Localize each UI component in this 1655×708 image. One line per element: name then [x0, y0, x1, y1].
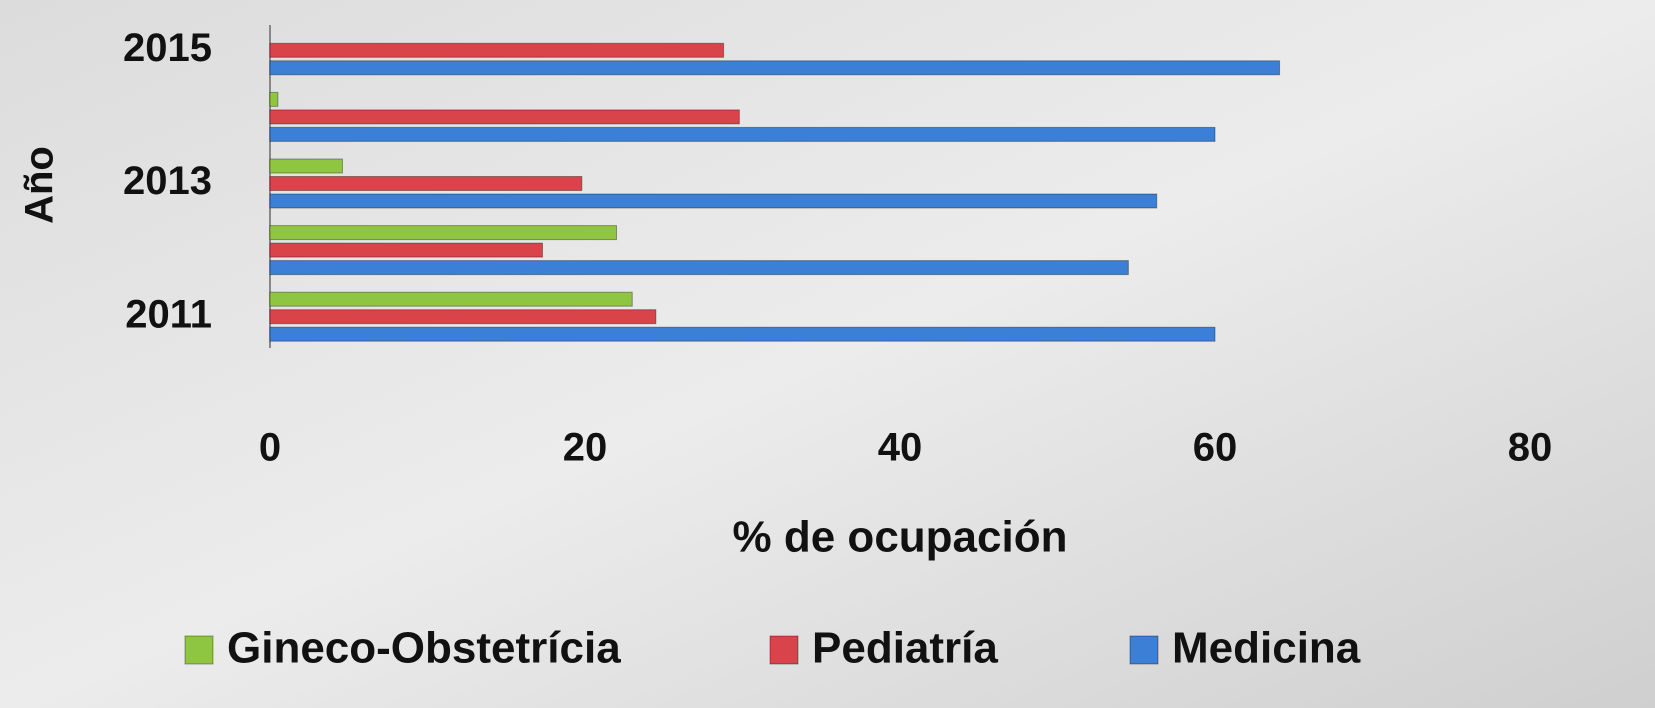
legend-swatch	[770, 636, 798, 664]
bar	[270, 110, 739, 124]
x-tick-label: 40	[878, 426, 923, 470]
legend-label: Gineco-Obstetrícia	[227, 624, 621, 673]
bar	[270, 61, 1280, 75]
x-axis-title: % de ocupación	[733, 513, 1068, 562]
bar	[270, 92, 278, 106]
legend-swatch	[185, 636, 213, 664]
x-tick-label: 80	[1508, 426, 1553, 470]
x-tick-label: 60	[1193, 426, 1238, 470]
bar	[270, 127, 1215, 141]
x-tick-label: 20	[563, 426, 608, 470]
chart: Año % de ocupación 0 20 40 60 80 2011 2013 2015…	[0, 0, 1655, 708]
bar	[270, 159, 342, 173]
bar	[270, 226, 617, 240]
background	[0, 0, 1655, 708]
y-axis-title: Año	[18, 146, 62, 224]
legend-label: Medicina	[1172, 624, 1361, 673]
bar	[270, 310, 656, 324]
bar	[270, 292, 632, 306]
bar	[270, 43, 724, 57]
bar	[270, 327, 1215, 341]
x-tick-label: 0	[259, 426, 281, 470]
y-tick-label: 2015	[123, 26, 212, 70]
bar	[270, 243, 542, 257]
legend-swatch	[1130, 636, 1158, 664]
bar	[270, 194, 1157, 208]
y-tick-label: 2011	[125, 292, 212, 336]
bar	[270, 177, 582, 191]
y-tick-label: 2013	[123, 159, 212, 203]
legend-label: Pediatría	[812, 624, 998, 673]
bar	[270, 261, 1128, 275]
